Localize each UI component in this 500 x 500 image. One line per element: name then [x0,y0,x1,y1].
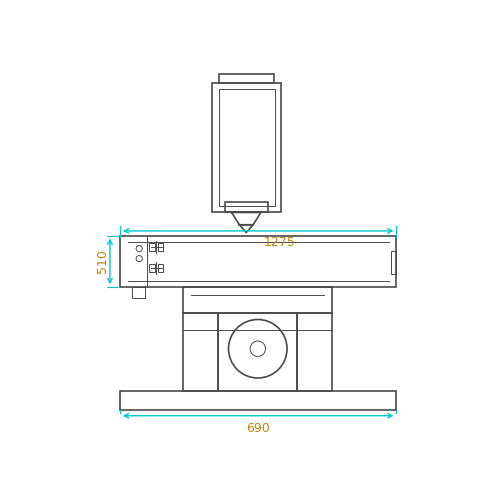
Bar [220,74,274,83]
Bar [218,90,274,206]
Bar [212,83,281,212]
Bar [149,244,154,251]
Bar [132,287,145,298]
Bar [158,264,163,272]
Bar [183,312,218,391]
Bar [183,287,332,312]
Bar [120,391,396,410]
Bar [218,312,297,391]
Bar [158,244,163,251]
Bar [149,264,154,272]
Text: 690: 690 [246,422,270,435]
Bar [226,202,268,212]
Bar [297,312,332,391]
Bar [120,236,396,287]
Text: 510: 510 [96,250,109,274]
Text: 1275: 1275 [264,236,295,248]
Bar [391,251,396,274]
